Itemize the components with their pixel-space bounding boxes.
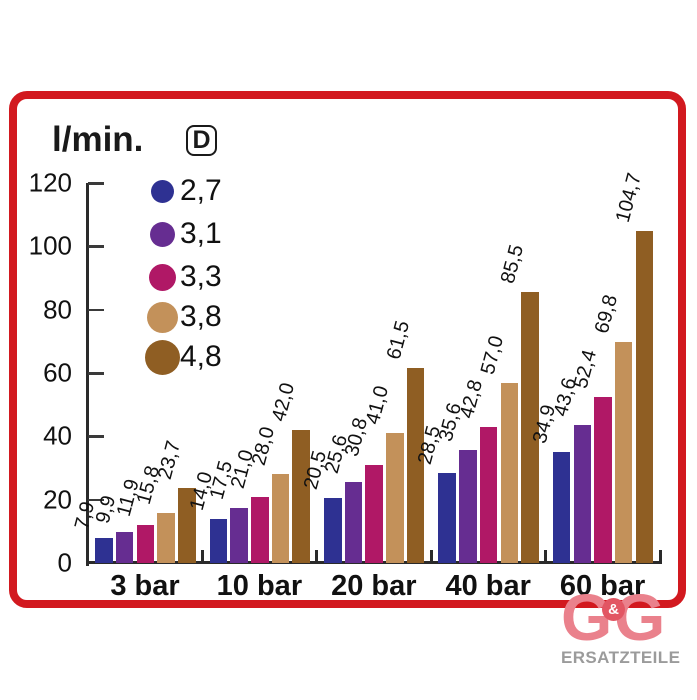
x-category-label: 60 bar	[559, 570, 646, 602]
bar-3_3-40-bar	[479, 427, 498, 563]
bar-3_1-60-bar	[573, 424, 592, 563]
bar-2_7-60-bar	[552, 452, 571, 563]
bar-4_8-40-bar	[521, 292, 539, 563]
legend-dot-icon	[148, 263, 176, 291]
bar-3_1-10-bar	[230, 507, 248, 563]
x-axis-tick	[544, 550, 548, 563]
legend-item-label: 3,8	[180, 300, 222, 333]
legend-item-label: 3,3	[180, 260, 222, 293]
red-frame-border	[9, 91, 686, 608]
bar-3_8-60-bar	[614, 341, 633, 563]
x-category-label: 40 bar	[445, 570, 531, 602]
ampersand-badge-icon: &	[602, 598, 625, 621]
y-tick-label: 40	[43, 420, 72, 451]
x-axis-tick	[200, 550, 204, 563]
bar-3_3-20-bar	[365, 465, 383, 563]
x-category-label: 3 bar	[110, 570, 180, 602]
bar-4_8-20-bar	[406, 368, 425, 563]
gg-ersatzteile-logo: G G & ERSATZTEILE	[561, 584, 691, 674]
legend-item-label: 2,7	[180, 174, 222, 207]
bar-3_8-20-bar	[386, 433, 404, 563]
y-axis-title: l/min.	[52, 120, 144, 159]
logo-letter-g-right: G	[614, 580, 666, 654]
x-axis-tick	[658, 550, 662, 563]
legend-diameter-symbol: D	[186, 125, 217, 156]
y-tick-label: 120	[28, 167, 72, 198]
bar-4_8-10-bar	[292, 430, 310, 563]
bar-3_8-10-bar	[271, 474, 290, 563]
y-tick-label: 80	[43, 294, 72, 325]
y-tick-label: 0	[57, 547, 72, 578]
legend-dot-icon	[144, 339, 180, 375]
x-category-label: 20 bar	[331, 570, 417, 602]
bar-3_3-3-bar	[136, 525, 155, 563]
y-axis-tick	[88, 245, 104, 248]
y-axis-tick	[88, 372, 104, 375]
bar-3_3-60-bar	[594, 397, 612, 563]
y-tick-label: 100	[28, 230, 72, 261]
bar-4_8-3-bar	[178, 487, 196, 563]
bar-2_7-10-bar	[209, 518, 228, 563]
y-tick-label: 20	[43, 484, 72, 515]
y-axis-tick	[88, 308, 104, 312]
x-axis-tick	[429, 550, 433, 563]
legend-dot-icon	[146, 301, 178, 333]
y-axis-tick	[88, 182, 104, 185]
y-tick-label: 60	[43, 357, 72, 388]
bar-2_7-20-bar	[324, 498, 342, 563]
legend-dot-icon	[149, 221, 175, 247]
y-axis-tick	[88, 435, 104, 438]
bar-4_8-60-bar	[635, 231, 654, 563]
bar-3_8-3-bar	[157, 512, 175, 563]
logo-letter-g-left: G	[561, 580, 613, 654]
bar-3_8-40-bar	[500, 382, 519, 563]
bar-3_1-20-bar	[344, 481, 363, 563]
bar-2_7-40-bar	[438, 472, 456, 563]
bar-3_3-10-bar	[251, 496, 269, 563]
legend-item-label: 3,1	[180, 217, 222, 250]
ampersand-glyph: &	[608, 601, 619, 618]
bar-3_1-3-bar	[115, 531, 134, 563]
legend-item-label: 4,8	[180, 340, 222, 373]
bar-3_1-40-bar	[459, 450, 477, 563]
bar-2_7-3-bar	[95, 537, 113, 563]
x-axis-tick	[315, 550, 319, 563]
x-category-label: 10 bar	[216, 570, 303, 602]
logo-subtitle: ERSATZTEILE	[561, 648, 681, 667]
legend-dot-icon	[150, 179, 174, 203]
y-axis-tick	[88, 498, 104, 502]
y-axis-line	[86, 183, 89, 566]
